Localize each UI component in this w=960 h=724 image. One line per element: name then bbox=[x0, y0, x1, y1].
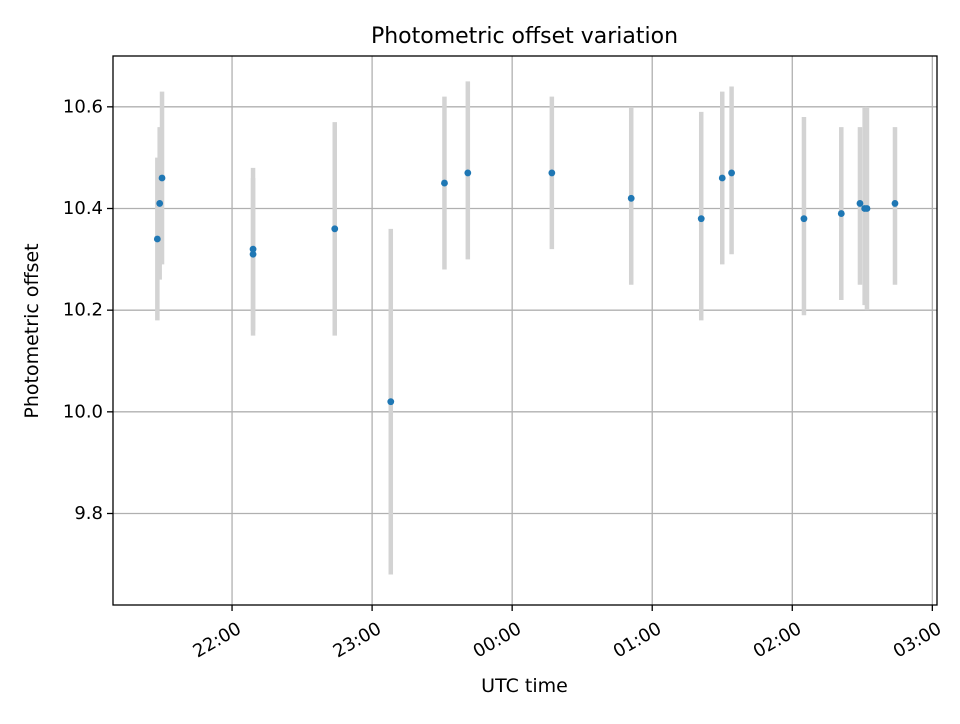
plot-frame bbox=[112, 55, 938, 606]
data-point bbox=[249, 250, 257, 258]
y-axis: 9.8 10.0 10.2 10.4 10.6 bbox=[63, 96, 113, 524]
chart-title: Photometric offset variation bbox=[371, 24, 678, 49]
x-axis-label: UTC time bbox=[481, 675, 568, 697]
data-points bbox=[153, 169, 899, 406]
y-tick-label: 10.0 bbox=[63, 401, 103, 422]
data-point bbox=[331, 225, 339, 233]
data-point bbox=[464, 169, 472, 177]
data-point bbox=[891, 200, 899, 207]
y-axis-label: Photometric offset bbox=[21, 243, 43, 418]
data-point bbox=[441, 179, 448, 187]
data-point bbox=[728, 169, 735, 177]
data-point bbox=[856, 200, 864, 207]
data-point bbox=[158, 174, 166, 182]
y-tick-label: 10.4 bbox=[63, 198, 103, 219]
data-point bbox=[156, 200, 164, 207]
data-point bbox=[548, 169, 556, 177]
data-point bbox=[627, 194, 635, 202]
y-tick-label: 10.2 bbox=[63, 300, 103, 321]
data-point bbox=[718, 174, 726, 182]
data-point bbox=[697, 215, 705, 223]
data-point bbox=[153, 235, 161, 243]
data-point bbox=[249, 245, 257, 253]
y-tick-label: 9.8 bbox=[74, 503, 103, 524]
grid bbox=[113, 56, 937, 605]
data-point bbox=[387, 398, 395, 406]
data-point bbox=[863, 205, 871, 212]
data-point bbox=[800, 215, 808, 223]
data-point bbox=[837, 210, 845, 217]
y-tick-label: 10.6 bbox=[63, 96, 103, 117]
